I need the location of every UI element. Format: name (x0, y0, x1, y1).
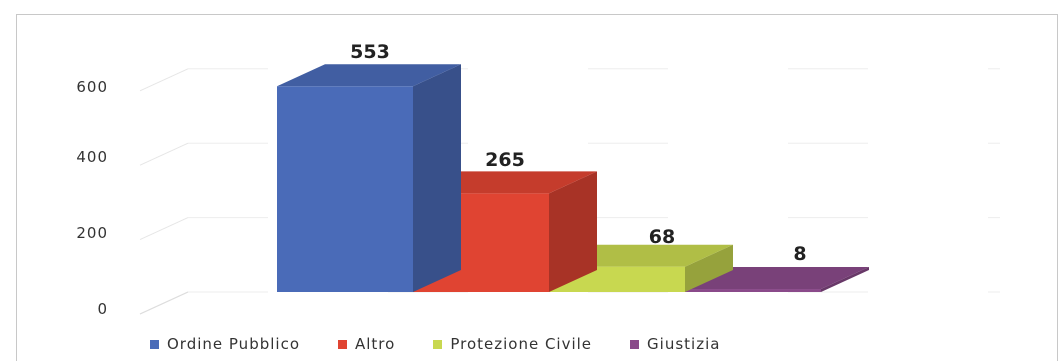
bar-side (413, 64, 461, 292)
data-labels: 553 265 68 8 (350, 41, 806, 265)
bar-top (277, 64, 461, 87)
legend-swatch (630, 339, 640, 349)
bar-top (685, 267, 869, 290)
y-tick-label: 0 (97, 300, 108, 318)
legend-item-protezione-civile[interactable]: Protezione Civile (433, 335, 592, 353)
legend-label: Protezione Civile (450, 335, 593, 353)
legend-item-ordine-pubblico[interactable]: Ordine Pubblico (150, 335, 300, 353)
legend: Ordine Pubblico Altro Protezione Civile … (150, 333, 720, 355)
legend-swatch (433, 339, 443, 349)
legend-label: Ordine Pubblico (167, 335, 300, 353)
legend-item-giustizia[interactable]: Giustizia (630, 335, 720, 353)
bar-side (549, 171, 597, 292)
bar-layer (277, 64, 869, 292)
bar (685, 289, 821, 292)
data-label: 265 (485, 149, 525, 171)
y-tick-label: 600 (76, 78, 108, 96)
data-label: 68 (649, 226, 675, 248)
legend-swatch (338, 339, 347, 349)
legend-label: Altro (355, 335, 396, 353)
gridline-depth (139, 142, 189, 166)
data-label: 553 (350, 41, 390, 63)
y-tick-label: 200 (76, 224, 108, 242)
bar (277, 86, 413, 292)
data-label: 8 (793, 243, 806, 265)
legend-swatch (150, 339, 159, 349)
gridline-depth (139, 68, 189, 92)
legend-item-altro[interactable]: Altro (338, 335, 395, 353)
axis-floor-edge (139, 291, 189, 315)
legend-label: Giustizia (647, 335, 721, 353)
gridline-depth (139, 217, 189, 241)
y-axis: 0 200 400 600 (76, 78, 108, 318)
y-tick-label: 400 (76, 148, 108, 166)
bar-side (821, 267, 869, 292)
bar-side (685, 244, 733, 292)
